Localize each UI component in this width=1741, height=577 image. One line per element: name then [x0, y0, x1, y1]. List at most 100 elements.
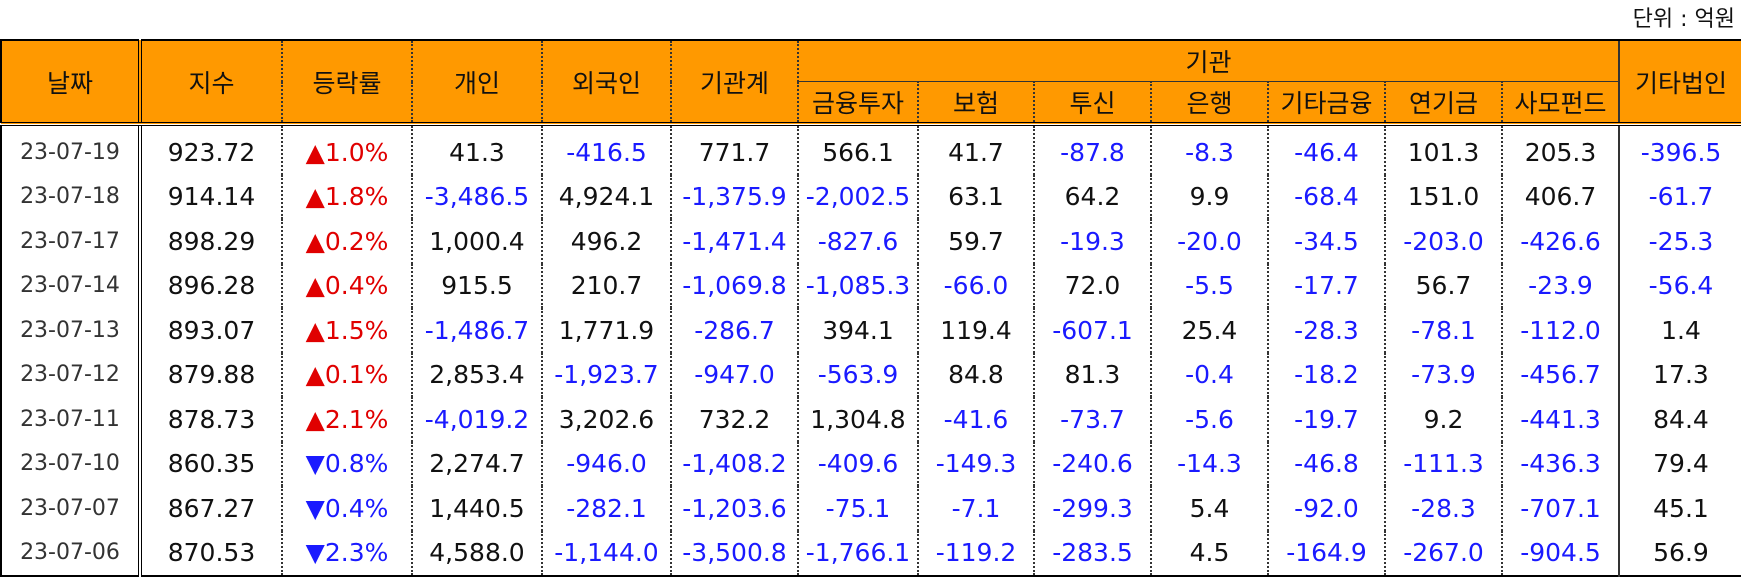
table-cell: -1,471.4 — [670, 219, 798, 264]
table-cell: -1,766.1 — [797, 530, 918, 576]
table-row: 23-07-07 867.27 ▼0.4% 1,440.5 -282.1 -1,203.6… — [0, 486, 1741, 531]
table-cell: ▲1.5% — [281, 308, 412, 353]
table-cell: -56.4 — [1618, 263, 1741, 308]
table-cell: 1,304.8 — [797, 397, 918, 442]
table-cell: 867.27 — [138, 486, 282, 531]
table-cell: -946.0 — [541, 441, 671, 486]
table-cell: -87.8 — [1033, 124, 1151, 175]
table-cell: 23-07-14 — [0, 263, 140, 308]
table-cell: -41.6 — [917, 397, 1034, 442]
table-row: 23-07-10 860.35 ▼0.8% 2,274.7 -946.0 -1,408.2… — [0, 441, 1741, 486]
table-cell: -3,500.8 — [670, 530, 798, 576]
table-cell: -563.9 — [797, 352, 918, 397]
table-cell: -1,144.0 — [541, 530, 671, 576]
table-cell: -73.7 — [1033, 397, 1151, 442]
table-cell: 64.2 — [1033, 174, 1151, 219]
table-cell: 898.29 — [138, 219, 282, 264]
table-cell: 79.4 — [1618, 441, 1741, 486]
table-row: 23-07-17 898.29 ▲0.2% 1,000.4 496.2 -1,471.4-… — [0, 219, 1741, 264]
table-cell: -1,408.2 — [670, 441, 798, 486]
table-cell: -66.0 — [917, 263, 1034, 308]
table-cell: -20.0 — [1150, 219, 1268, 264]
sub-column-header: 투신 — [1033, 81, 1151, 126]
table-cell: ▲0.4% — [281, 263, 412, 308]
sub-column-header: 보험 — [917, 81, 1034, 126]
table-cell: -283.5 — [1033, 530, 1151, 576]
table-cell: 1,771.9 — [541, 308, 671, 353]
table-cell: -23.9 — [1501, 263, 1619, 308]
table-cell: -111.3 — [1384, 441, 1502, 486]
table-cell: -0.4 — [1150, 352, 1268, 397]
table-cell: -436.3 — [1501, 441, 1619, 486]
table-cell: 4,588.0 — [411, 530, 542, 576]
table-cell: -4,019.2 — [411, 397, 542, 442]
table-cell: -707.1 — [1501, 486, 1619, 531]
table-cell: 23-07-11 — [0, 397, 140, 442]
table-cell: -75.1 — [797, 486, 918, 531]
table-row: 23-07-14 896.28 ▲0.4% 915.5 210.7 -1,069.8 -1,… — [0, 263, 1741, 308]
table-cell: -5.5 — [1150, 263, 1268, 308]
table-cell: 879.88 — [138, 352, 282, 397]
table-cell: 45.1 — [1618, 486, 1741, 531]
table-cell: -1,486.7 — [411, 308, 542, 353]
column-header: 외국인 — [541, 39, 671, 126]
table-cell: -282.1 — [541, 486, 671, 531]
table-cell: -1,375.9 — [670, 174, 798, 219]
table-cell: -240.6 — [1033, 441, 1151, 486]
table-cell: 151.0 — [1384, 174, 1502, 219]
column-header: 등락률 — [281, 39, 412, 126]
table-cell: -441.3 — [1501, 397, 1619, 442]
sub-column-header: 은행 — [1150, 81, 1268, 126]
column-header: 기관계 — [670, 39, 798, 126]
table-cell: -8.3 — [1150, 124, 1268, 175]
table-cell: 5.4 — [1150, 486, 1268, 531]
table-cell: -19.3 — [1033, 219, 1151, 264]
table-cell: -827.6 — [797, 219, 918, 264]
table-cell: 2,853.4 — [411, 352, 542, 397]
table-cell: 23-07-19 — [0, 124, 140, 175]
table-row: 23-07-11 878.73 ▲2.1% -4,019.2 3,202.6 732.2 1… — [0, 397, 1741, 442]
table-cell: -947.0 — [670, 352, 798, 397]
table-cell: -68.4 — [1267, 174, 1385, 219]
table-cell: -1,085.3 — [797, 263, 918, 308]
table-cell: 41.3 — [411, 124, 542, 175]
table-cell: -426.6 — [1501, 219, 1619, 264]
table-cell: ▼0.4% — [281, 486, 412, 531]
table-body: 23-07-19 923.72 ▲1.0% 41.3 -416.5 771.7 566.1 4… — [0, 124, 1741, 576]
table-cell: 566.1 — [797, 124, 918, 175]
table-cell: ▲1.0% — [281, 124, 412, 175]
table-cell: 4.5 — [1150, 530, 1268, 576]
table-cell: 1.4 — [1618, 308, 1741, 353]
table-cell: 496.2 — [541, 219, 671, 264]
table-cell: 23-07-12 — [0, 352, 140, 397]
table-cell: 56.9 — [1618, 530, 1741, 576]
group-header: 기관 — [797, 39, 1619, 82]
table-cell: ▼2.3% — [281, 530, 412, 576]
table-cell: 2,274.7 — [411, 441, 542, 486]
table-cell: 893.07 — [138, 308, 282, 353]
table-cell: -14.3 — [1150, 441, 1268, 486]
table-cell: -267.0 — [1384, 530, 1502, 576]
table-cell: -112.0 — [1501, 308, 1619, 353]
table-cell: -28.3 — [1267, 308, 1385, 353]
table-cell: -18.2 — [1267, 352, 1385, 397]
table-cell: 923.72 — [138, 124, 282, 175]
table-cell: 914.14 — [138, 174, 282, 219]
table-cell: -456.7 — [1501, 352, 1619, 397]
table-cell: 84.8 — [917, 352, 1034, 397]
table-cell: ▲1.8% — [281, 174, 412, 219]
column-header: 지수 — [138, 39, 282, 126]
table-cell: 1,000.4 — [411, 219, 542, 264]
table-cell: 41.7 — [917, 124, 1034, 175]
table-cell: 394.1 — [797, 308, 918, 353]
table-cell: -1,203.6 — [670, 486, 798, 531]
header-row: 날짜 지수 등락률 개인 외국인 기관계 기관 기타법인 — [0, 39, 1741, 126]
table-cell: 406.7 — [1501, 174, 1619, 219]
table-cell: -78.1 — [1384, 308, 1502, 353]
table-cell: -409.6 — [797, 441, 918, 486]
header-row: 금융투자 보험 투신 은행 기타금융 연기금 사모펀드 — [1, 81, 1741, 126]
table-cell: 9.2 — [1384, 397, 1502, 442]
table-cell: -92.0 — [1267, 486, 1385, 531]
table-row: 23-07-13 893.07 ▲1.5% -1,486.7 1,771.9 -286.7… — [0, 308, 1741, 353]
